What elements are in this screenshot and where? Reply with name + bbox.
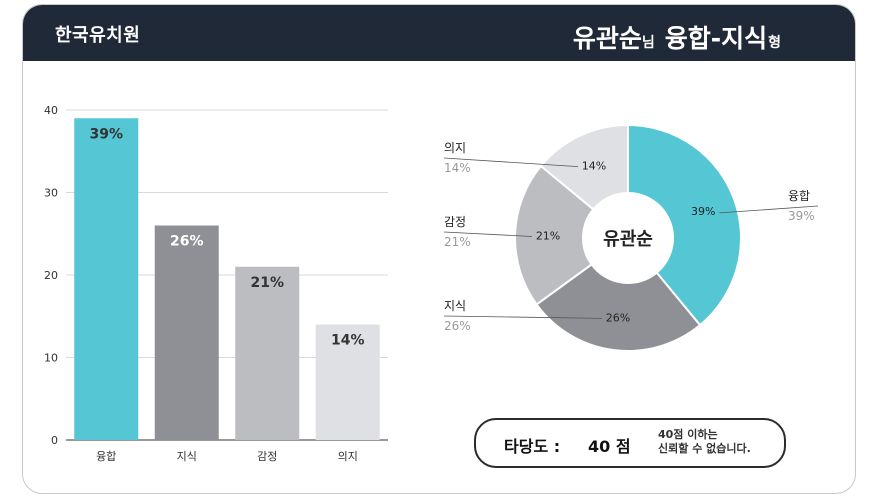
x-tick-label: 감정 bbox=[257, 450, 277, 463]
bar-감정 bbox=[235, 266, 300, 440]
slice-value-label: 14% bbox=[582, 160, 606, 173]
bar-chart: 0 10 20 30 40 39% 융합 26% 지식 21% 감정 14% 의지 bbox=[44, 104, 388, 463]
student-name: 유관순 bbox=[572, 24, 642, 53]
donut-center-label: 유관순 bbox=[603, 229, 653, 250]
legend-label-융합: 융합 bbox=[788, 189, 810, 203]
y-tick-label: 30 bbox=[44, 187, 58, 200]
legend-label-의지: 의지 bbox=[444, 141, 466, 155]
legend-label-감정: 감정 bbox=[444, 215, 466, 229]
validity-score: 40 점 bbox=[588, 437, 631, 456]
organization-name: 한국유치원 bbox=[55, 25, 141, 46]
bar-융합 bbox=[74, 118, 139, 440]
leader-line bbox=[443, 157, 578, 168]
y-tick-label: 10 bbox=[44, 352, 58, 365]
leader-line bbox=[443, 231, 533, 237]
y-tick-label: 0 bbox=[51, 434, 58, 447]
slice-value-label: 39% bbox=[691, 205, 715, 218]
legend-percent-융합: 39% bbox=[788, 209, 815, 223]
validity-note-line2: 신뢰할 수 없습니다. bbox=[658, 442, 751, 455]
slice-value-label: 26% bbox=[606, 311, 630, 324]
type-label: 융합-지식 bbox=[664, 24, 768, 53]
x-tick-label: 융합 bbox=[96, 450, 116, 463]
bar-의지 bbox=[315, 324, 380, 440]
honorific: 님 bbox=[641, 35, 655, 51]
validity-label: 타당도 : bbox=[504, 437, 561, 456]
bar-value-label: 14% bbox=[331, 333, 365, 349]
legend-label-지식: 지식 bbox=[444, 299, 466, 313]
validity-note: 40점 이하는 신뢰할 수 없습니다. bbox=[658, 428, 751, 456]
validity-box: 타당도 : 40 점 40점 이하는 신뢰할 수 없습니다. bbox=[474, 418, 786, 468]
y-tick-label: 40 bbox=[44, 104, 58, 117]
report-title: 유관순님 융합-지식형 bbox=[573, 19, 781, 55]
x-tick-label: 의지 bbox=[338, 450, 358, 463]
leader-line bbox=[443, 315, 602, 319]
legend-percent-감정: 21% bbox=[444, 235, 471, 249]
bar-value-label: 26% bbox=[170, 234, 204, 250]
slice-value-label: 21% bbox=[536, 229, 560, 242]
y-tick-label: 20 bbox=[44, 269, 58, 282]
legend-percent-지식: 26% bbox=[444, 319, 471, 333]
type-suffix: 형 bbox=[768, 35, 781, 51]
validity-note-line1: 40점 이하는 bbox=[658, 428, 718, 441]
bar-지식 bbox=[154, 225, 219, 440]
donut-hole bbox=[583, 193, 673, 283]
bar-value-label: 21% bbox=[250, 275, 284, 291]
leader-line bbox=[719, 205, 819, 214]
bar-value-label: 39% bbox=[89, 126, 123, 142]
donut-chart: 유관순 39% 26% 21% 14% 융합 39% 지식 26% 감정 21% 의지 14% bbox=[443, 123, 819, 352]
x-tick-label: 지식 bbox=[177, 450, 197, 463]
legend-percent-의지: 14% bbox=[444, 161, 471, 175]
header-bar: 한국유치원 유관순님 융합-지식형 bbox=[23, 5, 855, 61]
